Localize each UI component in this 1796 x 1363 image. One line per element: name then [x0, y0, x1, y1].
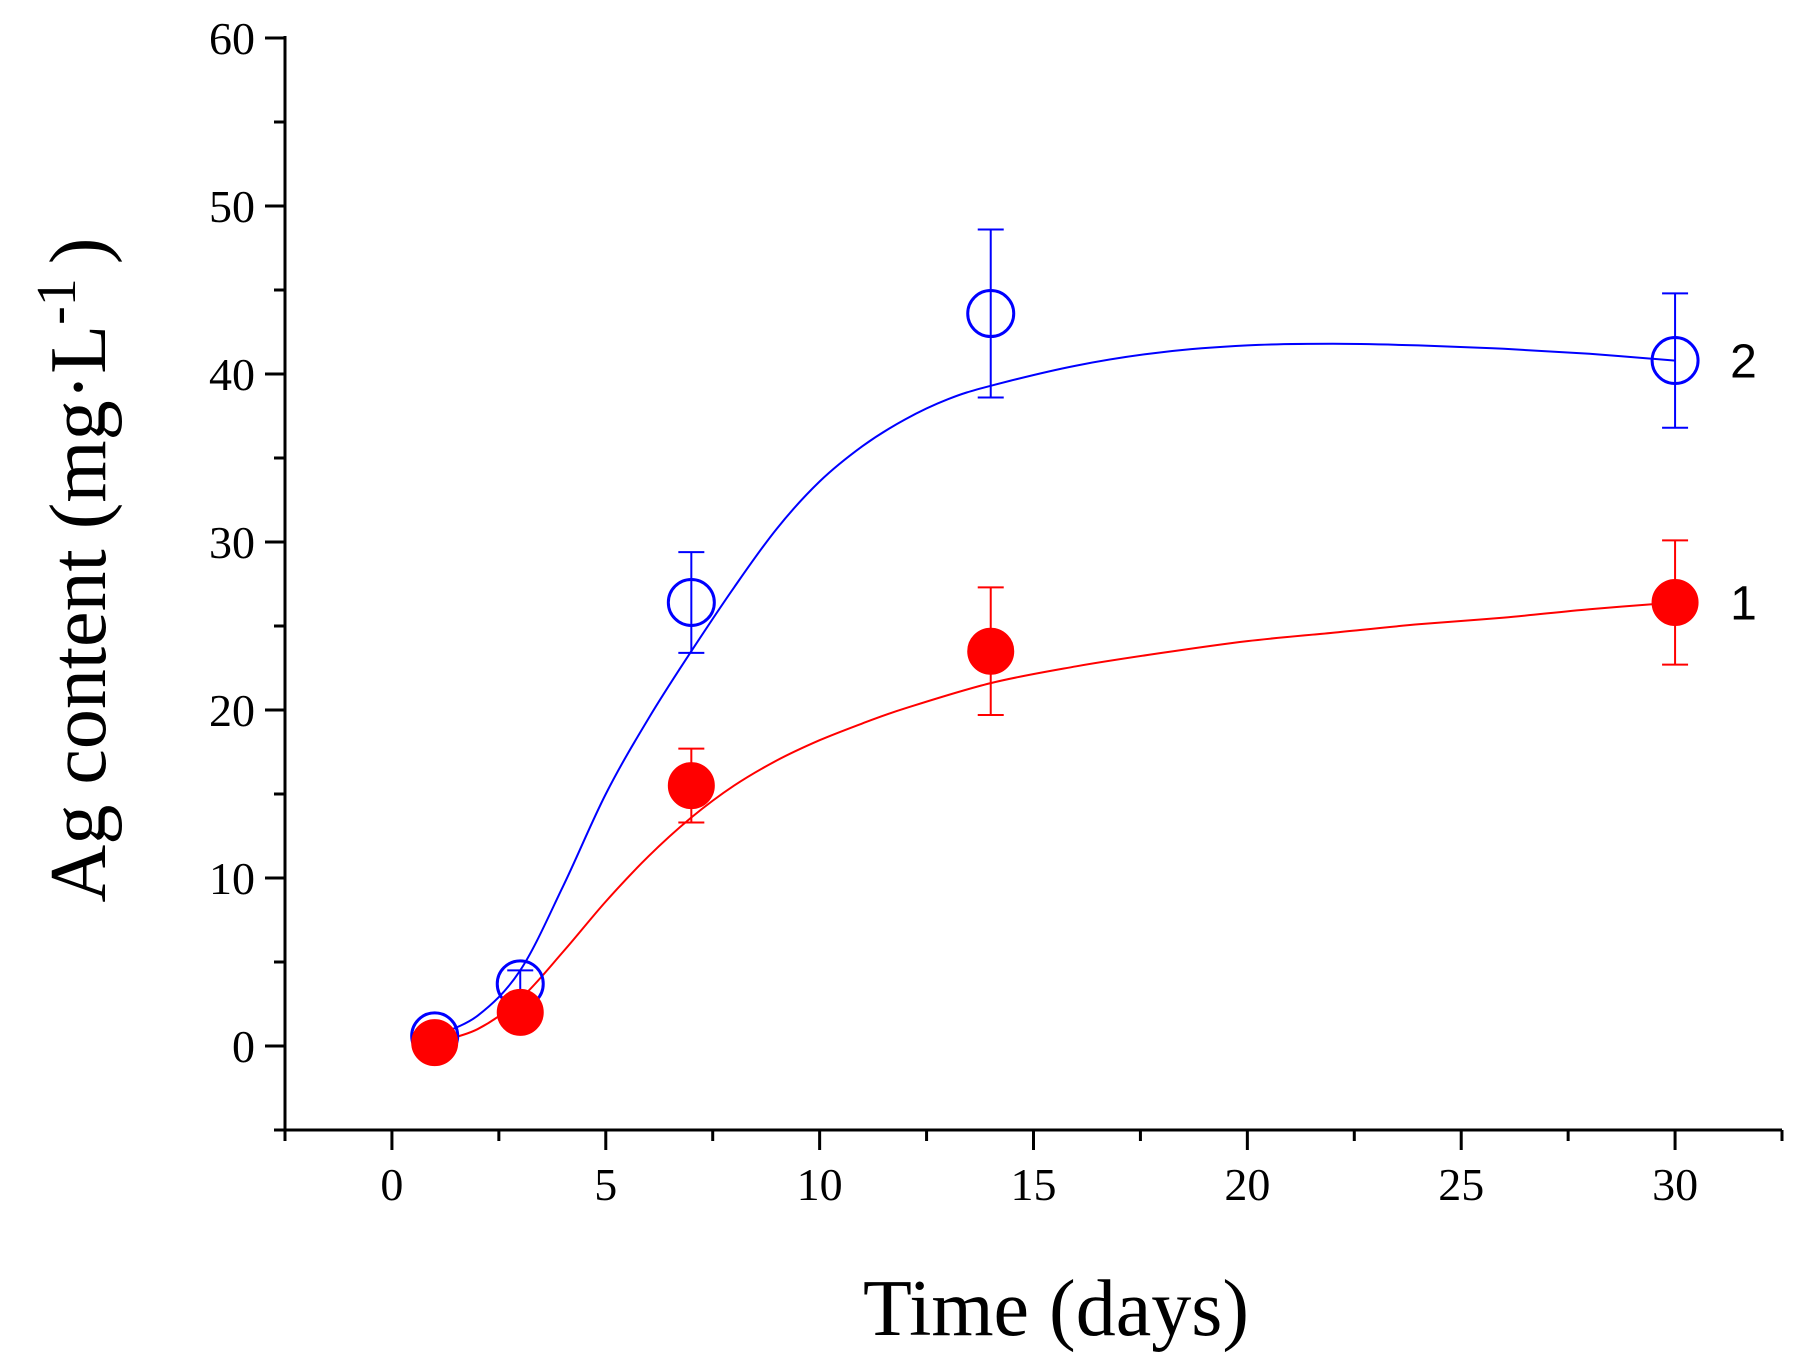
series-label-2: 2	[1730, 336, 1757, 389]
fit-curve-series-2	[434, 342, 1676, 1037]
data-point-series-2	[666, 577, 716, 627]
data-point-series-2	[1650, 336, 1700, 386]
y-tick-label: 40	[209, 349, 255, 400]
x-tick-label: 30	[1652, 1159, 1698, 1210]
x-tick-label: 20	[1224, 1159, 1270, 1210]
error-bars	[421, 228, 1689, 1049]
data-point-series-1	[411, 1019, 459, 1067]
y-tick-label: 20	[209, 685, 255, 736]
x-axis-title: Time (days)	[863, 1265, 1249, 1353]
x-tick-label: 25	[1438, 1159, 1484, 1210]
y-tick-label: 30	[209, 517, 255, 568]
y-ticks: 0 10 20 30 40 50 60	[209, 13, 285, 1132]
x-ticks: 0 5 10 15 20 25 30	[283, 1130, 1784, 1210]
data-point-series-2	[966, 289, 1016, 339]
y-axis-title-close: )	[35, 238, 123, 265]
data-point-series-1	[496, 988, 544, 1036]
axes: 0 5 10 15 20 25 30 0 10 20 30 40 50 60	[209, 13, 1784, 1210]
data-point-series-1	[667, 762, 715, 810]
data-points	[410, 289, 1700, 1067]
data-point-series-1	[967, 627, 1015, 675]
series-label-1: 1	[1730, 577, 1757, 630]
x-tick-label: 5	[594, 1159, 617, 1210]
y-tick-label: 10	[209, 853, 255, 904]
y-axis-title-superscript: -1	[26, 278, 88, 325]
y-tick-label: 50	[209, 181, 255, 232]
data-point-series-1	[1651, 578, 1699, 626]
fit-curve-series-1	[434, 601, 1676, 1044]
y-tick-label: 60	[209, 13, 255, 64]
x-tick-label: 15	[1011, 1159, 1057, 1210]
series-labels: 21	[1730, 336, 1757, 631]
fit-curves	[434, 342, 1676, 1044]
x-tick-label: 0	[380, 1159, 403, 1210]
y-axis-title-main: Ag content (mg·L	[35, 325, 123, 903]
y-axis-title: Ag content (mg·L-1)	[26, 238, 123, 903]
x-tick-label: 10	[797, 1159, 843, 1210]
y-tick-label: 0	[232, 1021, 255, 1072]
